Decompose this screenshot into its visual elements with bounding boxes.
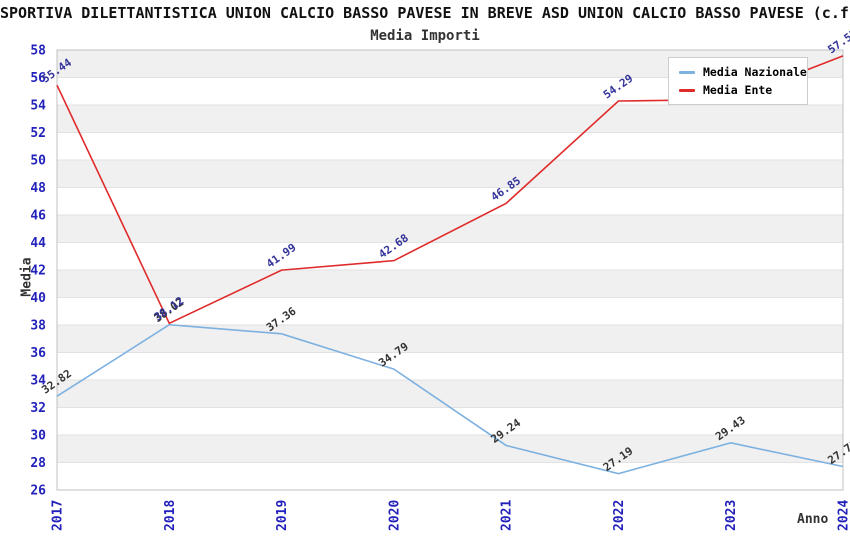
plot-band [57,297,843,325]
y-tick-label: 44 [30,236,46,251]
x-tick-label: 2019 [275,500,290,531]
y-tick-label: 50 [30,154,46,169]
y-tick-label: 58 [30,44,46,59]
x-tick-label: 2021 [500,500,515,531]
x-tick-label: 2018 [163,500,178,531]
y-tick-label: 52 [30,126,46,141]
plot-band [57,160,843,188]
plot-band [57,352,843,380]
legend-item-media-nazionale: Media Nazionale [679,63,807,81]
y-tick-label: 54 [30,99,46,114]
value-label: 57.57 [825,27,850,57]
plot-band [57,242,843,270]
x-tick-label: 2020 [387,500,402,531]
x-tick-label: 2023 [724,500,739,531]
y-axis-title: Media [19,257,35,297]
x-tick-label: 2022 [612,500,627,531]
legend-marker-nazionale-icon [679,70,695,74]
legend-label-nazionale: Media Nazionale [703,65,807,79]
legend-item-media-ente: Media Ente [679,81,807,99]
x-tick-label: 2017 [51,500,66,531]
chart-subtitle: Media Importi [370,28,480,44]
y-tick-label: 56 [30,71,46,86]
y-tick-label: 42 [30,264,46,279]
plot-band [57,407,843,435]
plot-band [57,187,843,215]
y-tick-label: 32 [30,401,46,416]
plot-band [57,132,843,160]
y-tick-label: 48 [30,181,46,196]
legend: Media Nazionale Media Ente [668,57,808,105]
y-tick-label: 28 [30,456,46,471]
plot-band [57,380,843,408]
y-tick-label: 38 [30,319,46,334]
x-tick-label: 2024 [837,500,850,531]
y-tick-label: 46 [30,209,46,224]
y-tick-label: 34 [30,374,46,389]
legend-label-ente: Media Ente [703,83,773,97]
plot-band [57,215,843,243]
y-tick-label: 36 [30,346,46,361]
x-axis-title: Anno [797,512,829,527]
plot-band [57,105,843,133]
plot-band [57,325,843,353]
y-tick-label: 30 [30,429,46,444]
chart-title: SPORTIVA DILETTANTISTICA UNION CALCIO BA… [0,4,849,22]
y-tick-label: 26 [30,484,46,499]
plot-band [57,270,843,298]
line-series-media-nazionale [56,323,844,475]
plot-border [56,49,844,491]
legend-marker-ente-icon [679,88,695,92]
plot-band [57,462,843,490]
y-tick-label: 40 [30,291,46,306]
